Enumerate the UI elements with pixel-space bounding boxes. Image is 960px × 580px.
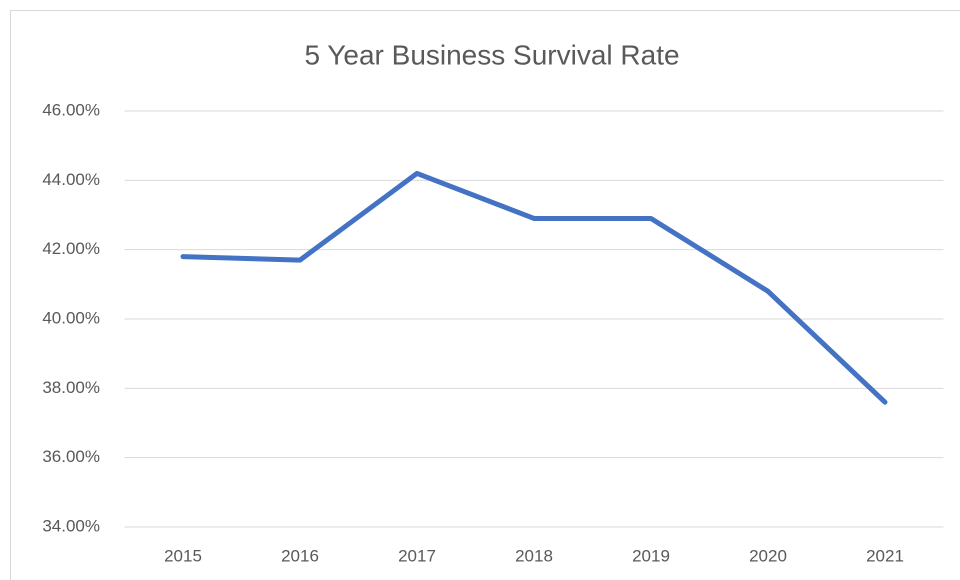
chart-title: 5 Year Business Survival Rate xyxy=(304,39,679,70)
x-tick-label: 2016 xyxy=(281,546,319,565)
x-tick-label: 2020 xyxy=(749,546,787,565)
y-tick-label: 38.00% xyxy=(42,378,100,397)
y-tick-label: 36.00% xyxy=(42,447,100,466)
y-tick-label: 44.00% xyxy=(42,170,100,189)
y-tick-label: 46.00% xyxy=(42,100,100,119)
x-tick-label: 2015 xyxy=(164,546,202,565)
y-tick-label: 40.00% xyxy=(42,308,100,327)
data-line xyxy=(180,170,888,405)
x-tick-label: 2018 xyxy=(515,546,553,565)
x-tick-label: 2019 xyxy=(632,546,670,565)
x-tick-label: 2017 xyxy=(398,546,436,565)
y-tick-label: 42.00% xyxy=(42,239,100,258)
x-tick-label: 2021 xyxy=(866,546,904,565)
y-tick-label: 34.00% xyxy=(42,516,100,535)
